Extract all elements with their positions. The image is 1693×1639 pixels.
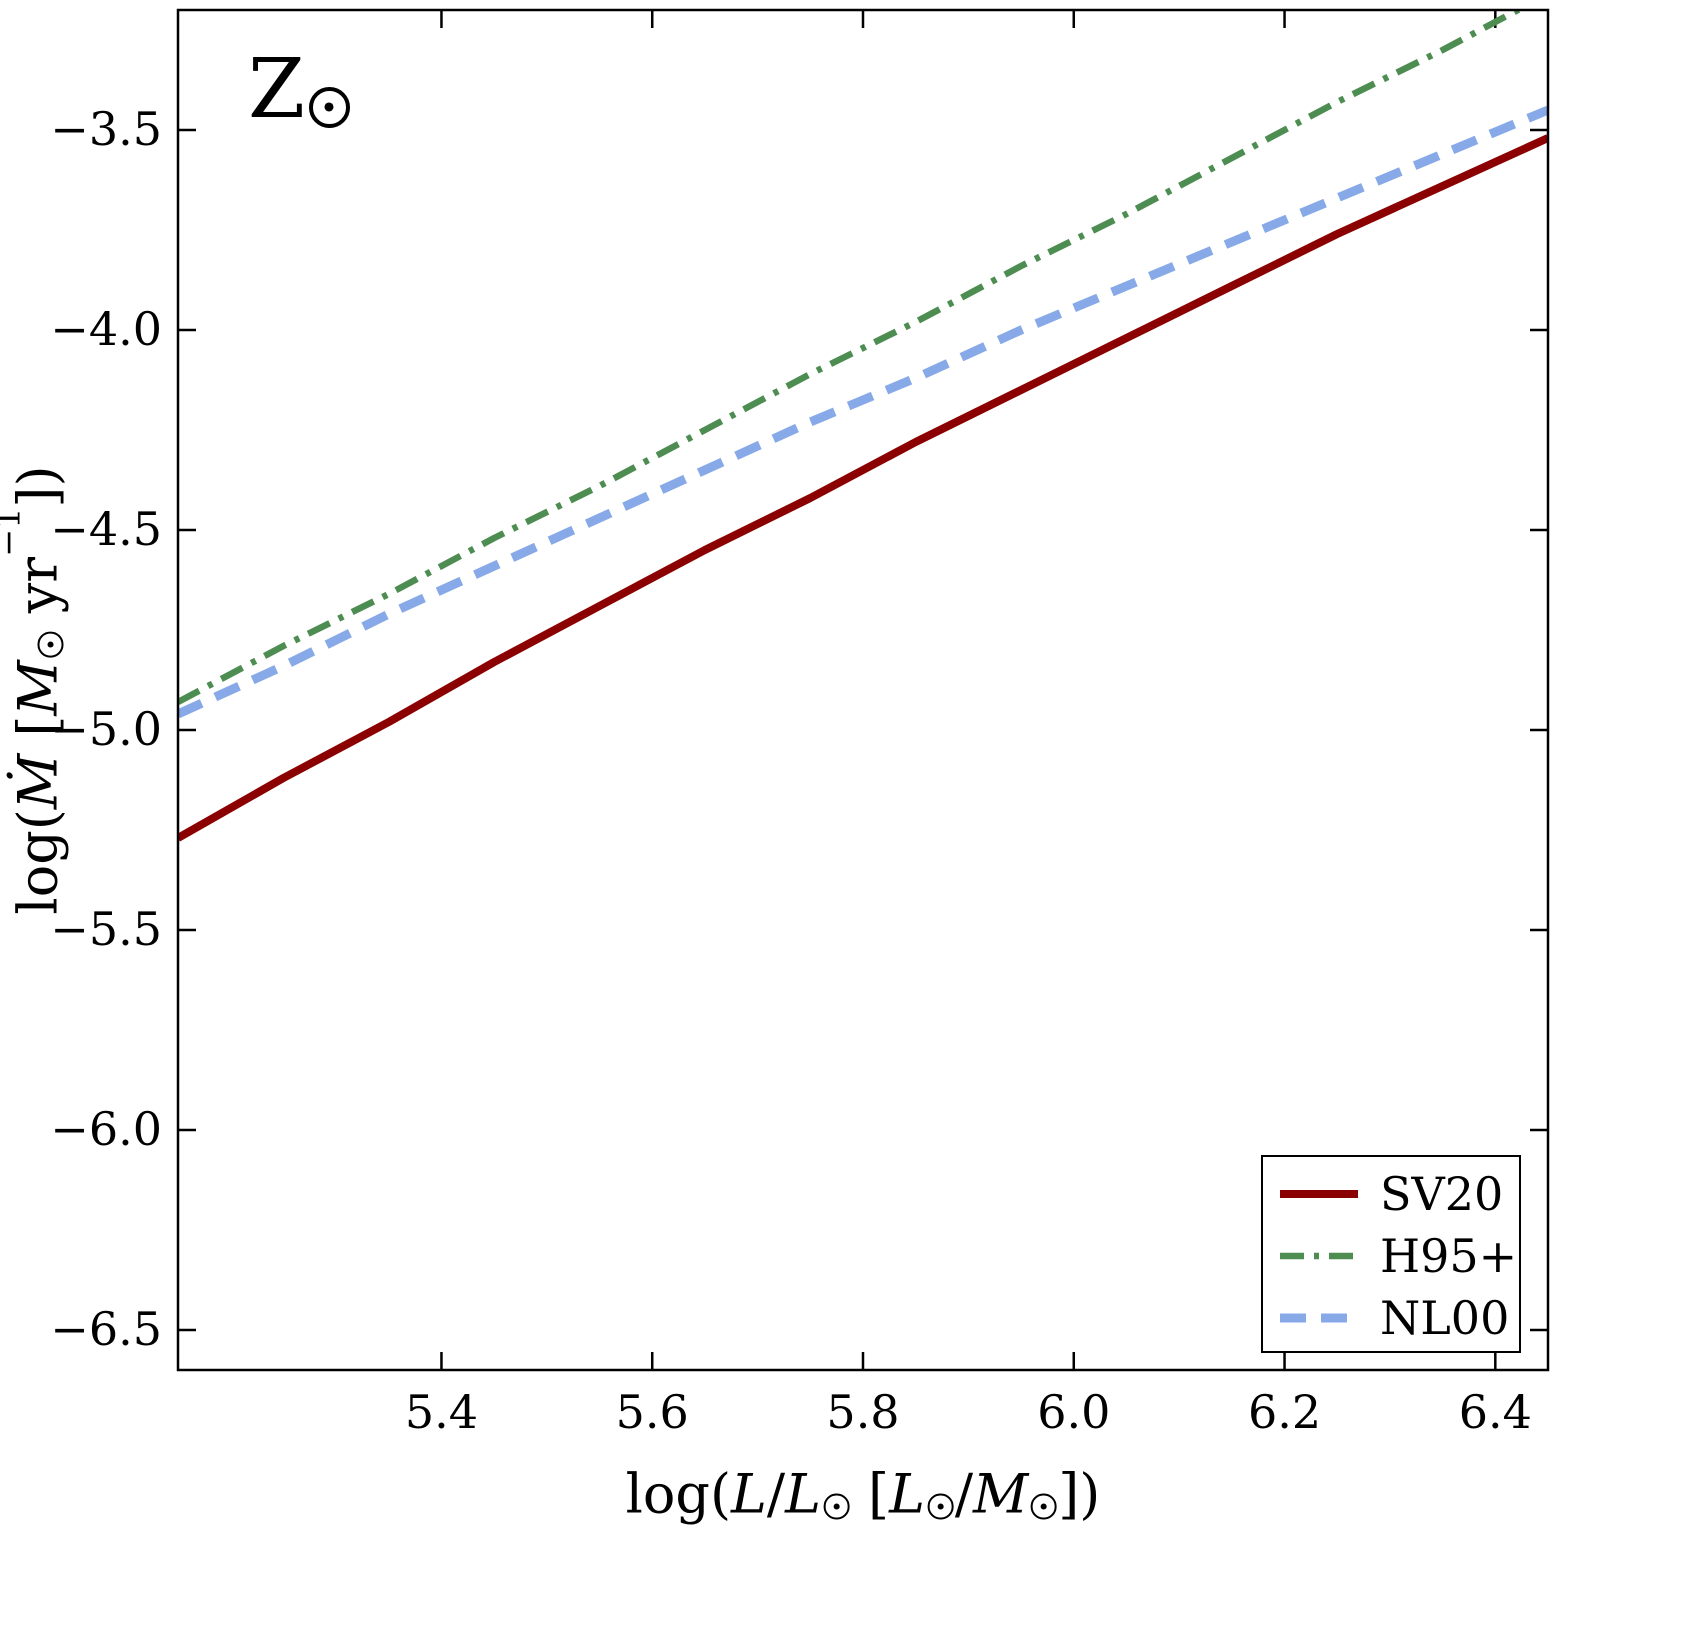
x-label-part: M — [973, 1462, 1029, 1526]
x-label-part: L — [889, 1462, 925, 1526]
y-tick-label: −4.5 — [50, 502, 162, 556]
series-line-NL00 — [178, 105, 1548, 719]
y-label-part: M — [6, 660, 70, 716]
y-tick-label: −4.0 — [50, 302, 162, 356]
legend-label-NL00: NL00 — [1380, 1291, 1509, 1345]
x-label-part: / — [954, 1462, 974, 1526]
y-label-part: [ — [6, 715, 70, 754]
x-label-part: ]) — [1058, 1462, 1101, 1526]
series-line-SV20 — [178, 134, 1548, 842]
x-label-part: [ — [850, 1462, 890, 1526]
y-tick-label: −6.5 — [50, 1302, 162, 1356]
sun-symbol — [927, 1493, 954, 1520]
x-tick-label: 5.6 — [616, 1385, 689, 1439]
x-tick-label: 6.0 — [1037, 1385, 1110, 1439]
y-label-exponent: −1 — [0, 507, 28, 557]
x-label-part: L — [731, 1462, 767, 1526]
y-label-part: yr — [6, 556, 70, 631]
sun-symbol — [309, 86, 350, 128]
sun-symbol — [823, 1493, 850, 1520]
y-axis-label: log(Ṁ [M yr−1]) — [0, 465, 70, 915]
x-tick-label: 5.8 — [826, 1385, 899, 1439]
x-axis-label: log(L/L [L/M]) — [626, 1463, 1101, 1526]
sun-symbol — [37, 632, 64, 658]
x-tick-label: 5.4 — [405, 1385, 478, 1439]
y-label-part: Ṁ — [6, 753, 70, 810]
x-tick-label: 6.2 — [1248, 1385, 1321, 1439]
plot-frame — [176, 8, 1550, 1372]
y-tick-label: −6.0 — [50, 1102, 162, 1156]
x-label-part: / — [766, 1462, 786, 1526]
metallicity-label-text: Z — [248, 42, 305, 137]
series-line-H95+ — [178, 10, 1525, 705]
legend-label-SV20: SV20 — [1380, 1167, 1503, 1221]
y-label-part: log( — [6, 809, 70, 915]
y-label-part: ]) — [6, 465, 70, 508]
metallicity-label: Z — [248, 42, 352, 137]
x-label-part: log( — [625, 1462, 732, 1526]
sun-symbol — [1031, 1493, 1057, 1520]
y-tick-label: −3.5 — [50, 102, 162, 156]
y-tick-label: −5.5 — [50, 902, 162, 956]
y-tick-label: −5.0 — [50, 702, 162, 756]
x-label-part: L — [785, 1462, 821, 1526]
x-tick-label: 6.4 — [1459, 1385, 1532, 1439]
legend-label-H95+: H95+ — [1380, 1229, 1517, 1283]
